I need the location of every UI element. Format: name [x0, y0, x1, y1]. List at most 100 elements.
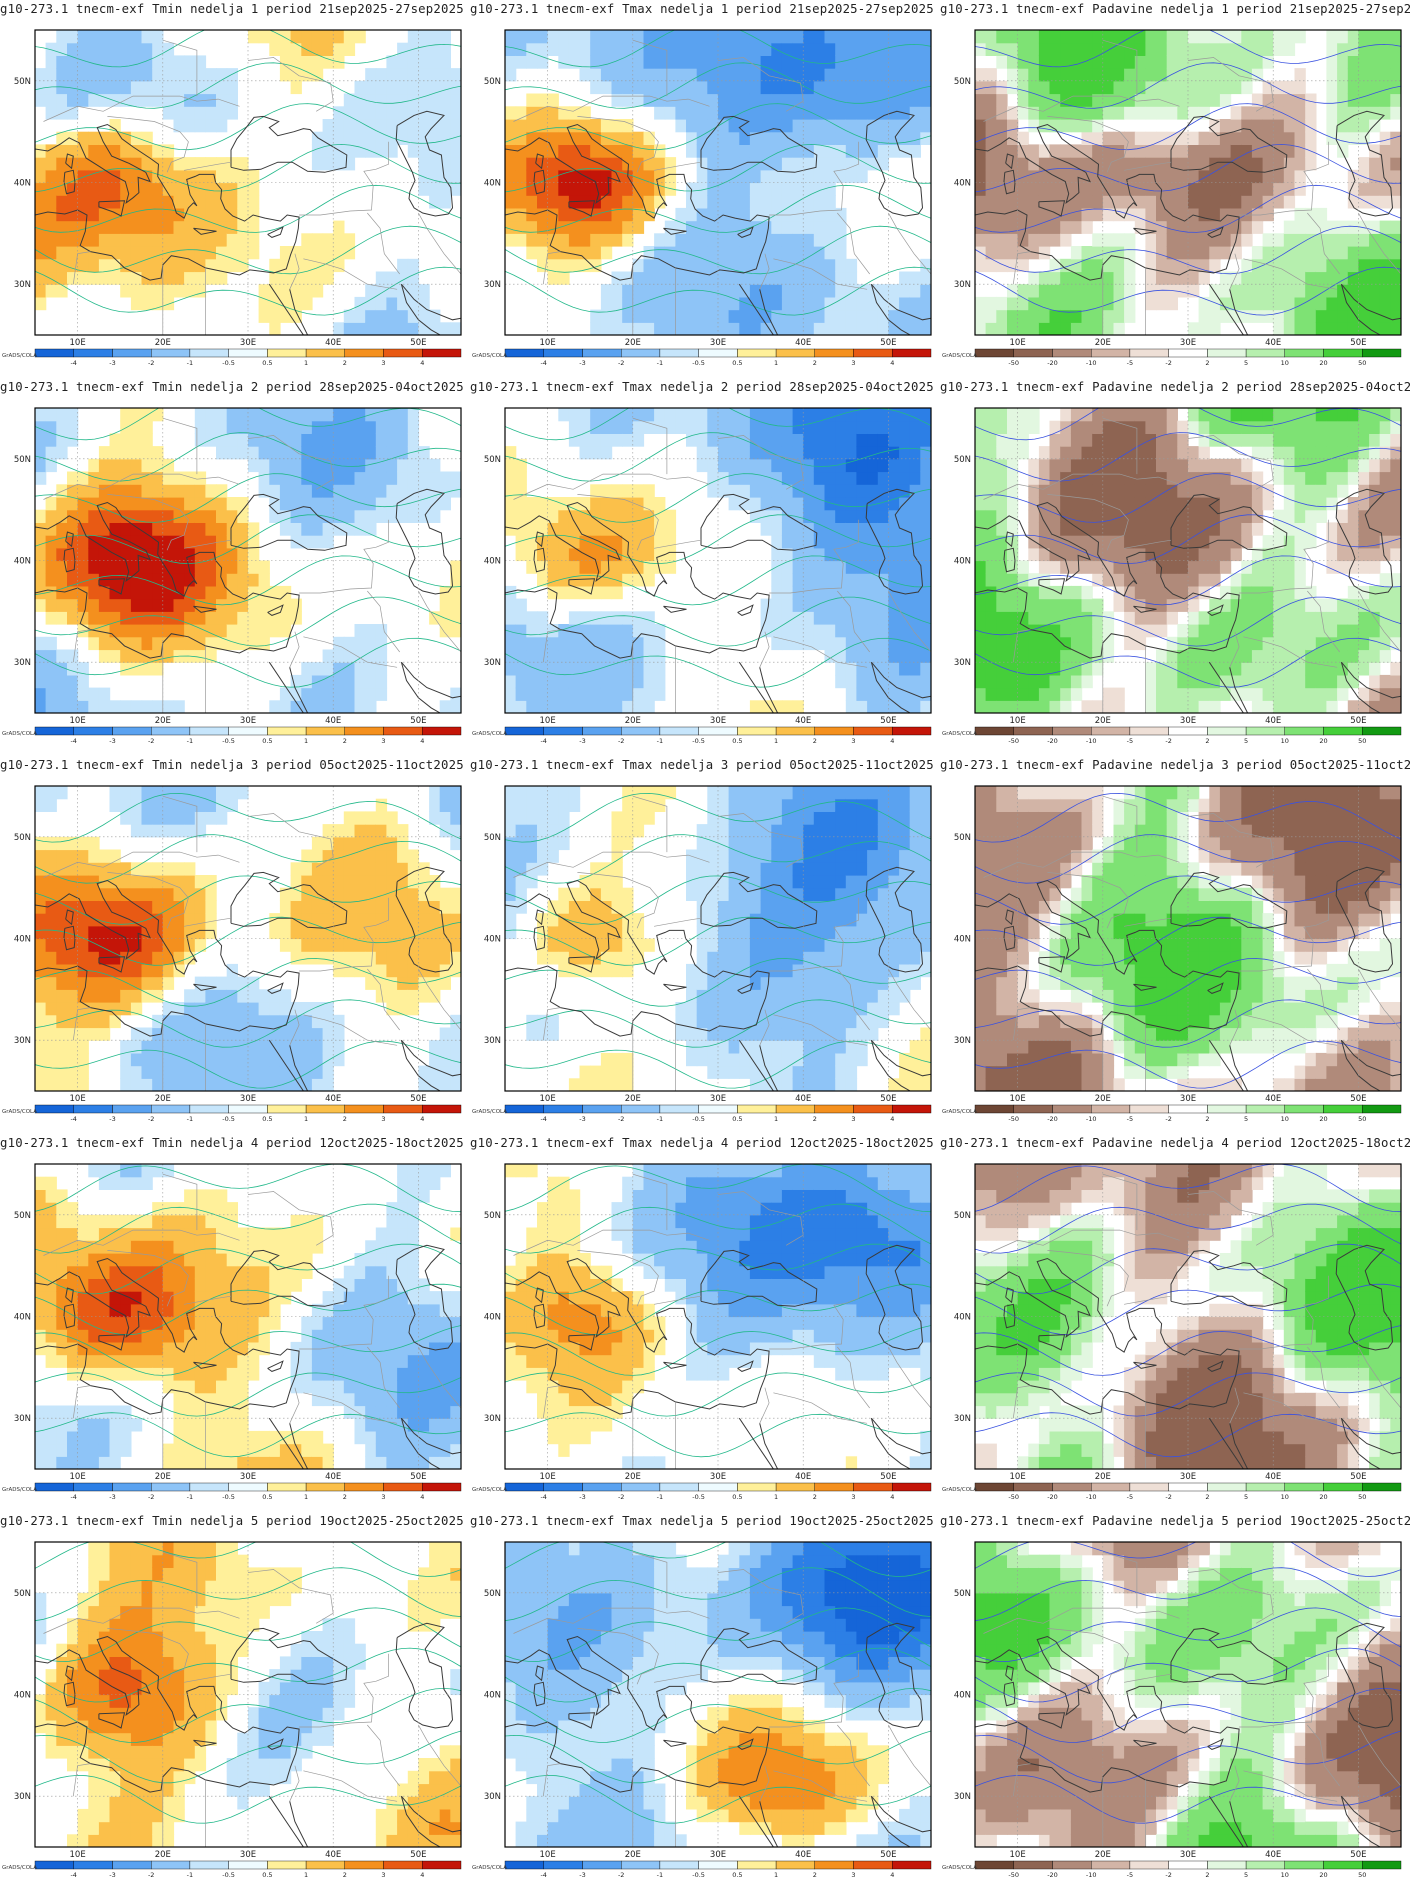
anomaly-cell — [152, 246, 164, 260]
anomaly-cell — [1198, 674, 1210, 689]
anomaly-cell — [1092, 636, 1104, 651]
anomaly-cell — [173, 624, 185, 638]
anomaly-cell — [888, 598, 900, 612]
anomaly-cell — [152, 284, 164, 298]
anomaly-cell — [290, 420, 302, 434]
legend-swatch — [543, 348, 583, 358]
anomaly-cell — [707, 93, 719, 107]
anomaly-cell — [88, 925, 100, 940]
coastline — [1207, 604, 1224, 616]
anomaly-cell — [739, 195, 751, 209]
panel-title: g10-273.1 tnecm-exf Tmin nedelja 2 perio… — [0, 380, 464, 394]
anomaly-cell — [56, 246, 68, 260]
anomaly-cell — [1273, 433, 1285, 447]
anomaly-cell — [643, 547, 655, 562]
anomaly-cell — [67, 662, 79, 676]
anomaly-cell — [141, 131, 153, 145]
anomaly-cell — [1326, 687, 1338, 701]
anomaly-cell — [1007, 246, 1019, 260]
anomaly-cell — [1028, 471, 1040, 485]
anomaly-cell — [803, 157, 815, 171]
anomaly-cell — [1209, 131, 1221, 145]
anomaly-cell — [35, 258, 47, 273]
anomaly-cell — [1230, 547, 1242, 562]
anomaly-cell — [1390, 674, 1401, 689]
anomaly-cell — [429, 157, 441, 171]
anomaly-cell — [643, 700, 655, 713]
anomaly-cell — [877, 484, 890, 498]
legend-label: -0.5 — [692, 359, 705, 367]
lat-tick-label: 50N — [14, 77, 31, 87]
anomaly-cell — [813, 80, 826, 95]
anomaly-cell — [120, 80, 132, 95]
anomaly-cell — [56, 938, 68, 952]
lon-tick-label: 40E — [325, 338, 341, 348]
anomaly-cell — [813, 296, 826, 311]
anomaly-cell — [1177, 68, 1189, 82]
legend-swatch — [267, 726, 307, 736]
anomaly-cell — [1241, 182, 1253, 196]
anomaly-cell — [194, 535, 207, 549]
anomaly-cell — [205, 271, 217, 285]
anomaly-cell — [439, 30, 451, 44]
anomaly-cell — [1124, 446, 1136, 460]
anomaly-cell — [1188, 649, 1200, 663]
anomaly-cell — [1134, 144, 1147, 158]
anomaly-cell — [1209, 624, 1221, 638]
anomaly-cell — [590, 547, 602, 562]
legend-swatch — [853, 348, 893, 358]
anomaly-cell — [1156, 80, 1168, 95]
anomaly-cell — [707, 458, 719, 473]
anomaly-cell — [184, 636, 196, 651]
anomaly-cell — [771, 119, 783, 133]
anomaly-cell — [643, 80, 655, 95]
anomaly-cell — [1326, 458, 1338, 473]
anomaly-cell — [632, 93, 645, 107]
country-border — [1102, 39, 1138, 97]
anomaly-cell — [547, 662, 559, 676]
anomaly-cell — [162, 42, 175, 56]
anomaly-cell — [184, 182, 196, 196]
anomaly-cell — [1198, 30, 1210, 44]
anomaly-cell — [258, 446, 270, 460]
anomaly-cell — [56, 284, 68, 298]
legend-label: -2 — [148, 359, 154, 367]
anomaly-cell — [130, 535, 143, 549]
legend-label: -1 — [187, 359, 193, 367]
anomaly-cell — [975, 93, 987, 107]
anomaly-cell — [258, 408, 270, 422]
anomaly-cell — [909, 573, 921, 587]
anomaly-cell — [792, 195, 804, 209]
legend-label: 0.5 — [732, 737, 742, 745]
coastline — [1170, 115, 1288, 173]
anomaly-cell — [439, 106, 451, 120]
anomaly-cell — [141, 93, 153, 107]
anomaly-cell — [1145, 420, 1157, 434]
anomaly-cell — [1102, 624, 1115, 638]
coastline — [1003, 547, 1016, 573]
anomaly-cell — [1049, 662, 1061, 676]
anomaly-cell — [1337, 458, 1349, 473]
anomaly-cell — [1177, 55, 1189, 69]
anomaly-cell — [407, 271, 420, 285]
anomaly-cell — [1017, 169, 1029, 184]
anomaly-cell — [835, 535, 847, 549]
anomaly-cell — [279, 433, 292, 447]
coastline — [401, 283, 461, 321]
anomaly-cell — [258, 636, 270, 651]
anomaly-cell — [1337, 322, 1349, 335]
anomaly-cell — [141, 144, 153, 158]
anomaly-cell — [1166, 573, 1178, 587]
anomaly-cell — [194, 624, 207, 638]
anomaly-cell — [749, 182, 762, 196]
anomaly-cell — [152, 484, 164, 498]
anomaly-cell — [279, 55, 292, 69]
coastline — [700, 493, 818, 551]
anomaly-cell — [1358, 157, 1370, 171]
anomaly-cell — [1145, 144, 1157, 158]
anomaly-cell — [1070, 484, 1083, 498]
anomaly-cell — [590, 649, 602, 663]
anomaly-cell — [269, 284, 281, 298]
anomaly-cell — [739, 207, 751, 222]
anomaly-cell — [45, 157, 57, 171]
